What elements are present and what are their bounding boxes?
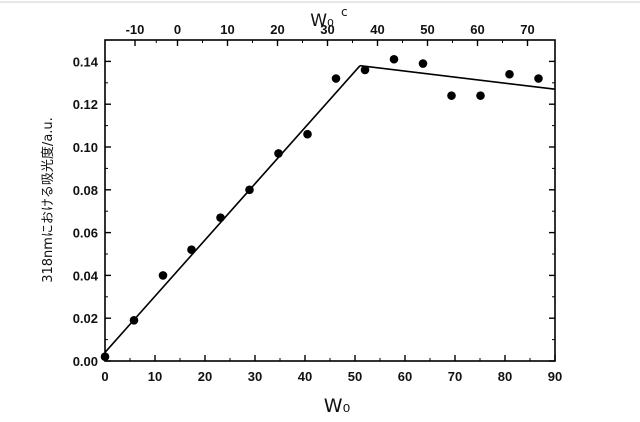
x-tick-label: 40	[298, 369, 312, 384]
x-axis-ticks: 0 10 20 30 40 50 60 70 80 90	[101, 355, 562, 384]
plot-frame	[105, 40, 555, 361]
top-tick-label: 40	[370, 22, 384, 37]
fit-line-1	[105, 66, 360, 353]
y-tick-label: 0.02	[73, 311, 98, 326]
y-tick-label: 0.14	[73, 54, 99, 69]
x-tick-label: 60	[398, 369, 412, 384]
y-tick-label: 0.06	[73, 226, 98, 241]
top-axis-title: W₀	[310, 11, 334, 31]
top-tick-label: 20	[270, 22, 284, 37]
data-point	[274, 149, 283, 158]
data-point	[390, 55, 399, 64]
x-tick-label: 70	[448, 369, 462, 384]
data-point	[476, 91, 485, 100]
data-point	[187, 245, 196, 254]
data-point	[332, 74, 341, 83]
top-tick-label: 10	[220, 22, 234, 37]
data-point	[303, 130, 312, 139]
y-tick-label: 0.08	[73, 183, 98, 198]
x-tick-label: 0	[101, 369, 108, 384]
top-axis-title-superscript: c	[341, 5, 348, 19]
x-axis-title: W₀	[324, 395, 350, 417]
y-tick-label: 0.04	[73, 268, 99, 283]
data-point	[159, 271, 168, 280]
y-tick-label: 0.10	[73, 140, 98, 155]
data-points	[101, 55, 543, 361]
x-tick-label: 50	[348, 369, 362, 384]
x-tick-label: 20	[198, 369, 212, 384]
top-tick-label: -10	[126, 22, 145, 37]
data-point	[534, 74, 543, 83]
data-point	[419, 59, 428, 68]
data-point	[245, 186, 254, 195]
data-point	[130, 316, 139, 325]
top-tick-label: 50	[420, 22, 434, 37]
fit-lines	[105, 66, 555, 353]
data-point	[505, 70, 514, 79]
y-axis-title: 318nmにおける吸光度/a.u.	[40, 117, 56, 283]
top-tick-label: 0	[174, 22, 181, 37]
data-point	[361, 66, 370, 75]
y-axis-ticks: 0.00 0.02 0.04 0.06 0.08 0.10 0.12 0.14	[73, 54, 555, 369]
data-point	[216, 213, 225, 222]
y-tick-label: 0.12	[73, 97, 98, 112]
top-tick-label: 60	[470, 22, 484, 37]
x-tick-label: 10	[148, 369, 162, 384]
x-tick-label: 80	[498, 369, 512, 384]
x-tick-label: 90	[548, 369, 562, 384]
fit-line-2	[360, 66, 555, 90]
x-tick-label: 30	[248, 369, 262, 384]
top-tick-label: 70	[520, 22, 534, 37]
data-point	[447, 91, 456, 100]
y-tick-label: 0.00	[73, 354, 98, 369]
